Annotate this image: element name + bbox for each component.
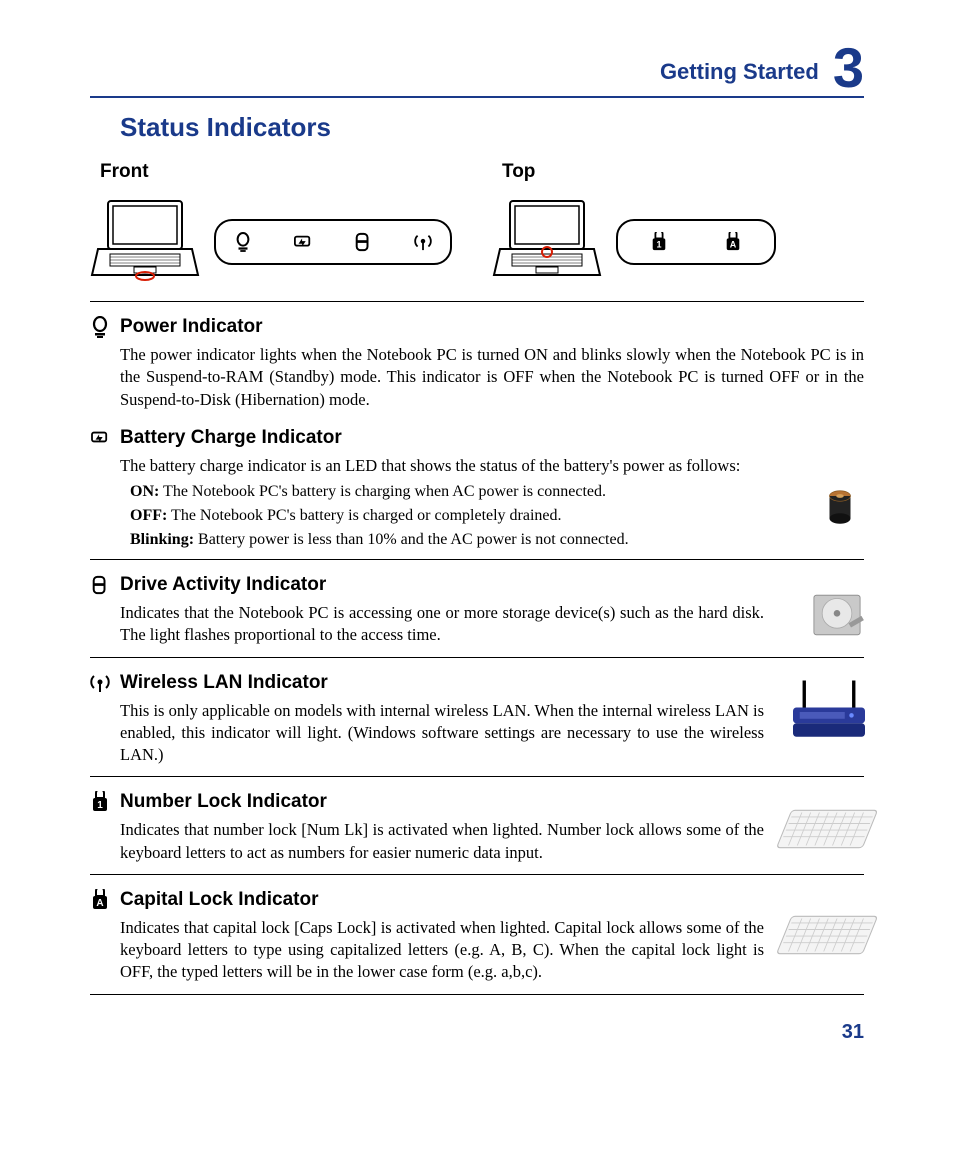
wifi-heading: Wireless LAN Indicator	[120, 672, 864, 694]
capslock-body: Indicates that capital lock [Caps Lock] …	[120, 917, 864, 984]
battery-heading: Battery Charge Indicator	[120, 427, 864, 449]
top-label: Top	[502, 161, 864, 183]
battery-status-list: ON: The Notebook PC's battery is chargin…	[130, 483, 864, 549]
top-column: Top	[492, 161, 864, 287]
chapter-title: Getting Started	[660, 59, 819, 85]
wifi-icon	[88, 672, 112, 699]
battery-icon	[294, 232, 312, 252]
router-photo-icon	[784, 676, 874, 748]
battery-status-on: ON: The Notebook PC's battery is chargin…	[130, 483, 864, 501]
capslock-icon	[88, 889, 112, 916]
divider	[90, 776, 864, 777]
top-indicator-strip	[616, 219, 776, 265]
diagram-columns: Front Top	[90, 161, 864, 287]
top-laptop-icon	[492, 197, 602, 287]
numlock-heading: Number Lock Indicator	[120, 791, 864, 813]
front-label: Front	[100, 161, 462, 183]
capslock-indicator-entry: Capital Lock Indicator Indicates that ca…	[90, 889, 864, 984]
divider	[90, 994, 864, 995]
numlock-body: Indicates that number lock [Num Lk] is a…	[120, 819, 864, 864]
keyboard-photo-icon	[768, 907, 878, 963]
divider	[90, 559, 864, 560]
wifi-body: This is only applicable on models with i…	[120, 700, 864, 767]
power-icon	[88, 316, 112, 345]
numlock-icon	[88, 791, 112, 818]
chapter-header: Getting Started 3	[90, 40, 864, 98]
wifi-icon	[414, 232, 432, 252]
keyboard-photo-icon	[768, 801, 878, 857]
numlock-indicator-entry: Number Lock Indicator Indicates that num…	[90, 791, 864, 864]
divider	[90, 301, 864, 302]
power-icon	[234, 232, 252, 252]
battery-photo-icon	[810, 475, 870, 541]
battery-icon	[88, 429, 112, 450]
drive-icon	[88, 574, 112, 601]
battery-status-off: OFF: The Notebook PC's battery is charge…	[130, 507, 864, 525]
battery-indicator-entry: Battery Charge Indicator The battery cha…	[90, 427, 864, 549]
drive-heading: Drive Activity Indicator	[120, 574, 864, 596]
numlock-icon	[650, 232, 668, 252]
page-number: 31	[90, 1021, 864, 1044]
drive-indicator-entry: Drive Activity Indicator Indicates that …	[90, 574, 864, 647]
front-laptop-icon	[90, 197, 200, 287]
page: Getting Started 3 Status Indicators Fron…	[0, 0, 954, 1074]
divider	[90, 874, 864, 875]
wifi-indicator-entry: Wireless LAN Indicator This is only appl…	[90, 672, 864, 767]
drive-icon	[354, 232, 372, 252]
power-heading: Power Indicator	[120, 316, 864, 338]
hdd-photo-icon	[804, 586, 870, 644]
capslock-heading: Capital Lock Indicator	[120, 889, 864, 911]
battery-status-blinking: Blinking: Battery power is less than 10%…	[130, 531, 864, 549]
section-title: Status Indicators	[120, 112, 864, 143]
capslock-icon	[724, 232, 742, 252]
front-column: Front	[90, 161, 462, 287]
power-indicator-entry: Power Indicator The power indicator ligh…	[90, 316, 864, 411]
battery-body: The battery charge indicator is an LED t…	[120, 455, 864, 477]
drive-body: Indicates that the Notebook PC is access…	[120, 602, 864, 647]
front-indicator-strip	[214, 219, 452, 265]
divider	[90, 657, 864, 658]
chapter-number: 3	[833, 40, 864, 96]
power-body: The power indicator lights when the Note…	[120, 344, 864, 411]
